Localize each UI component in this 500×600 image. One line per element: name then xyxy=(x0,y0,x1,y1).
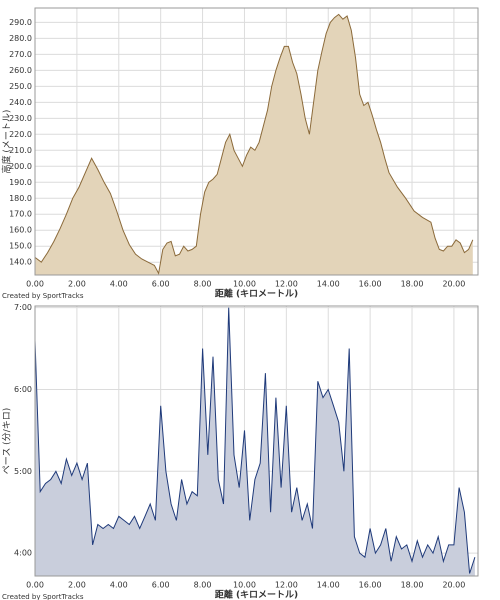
y-tick-label: 160.0 xyxy=(9,226,32,235)
y-tick-label: 140.0 xyxy=(9,258,32,267)
credit: Created by SportTracks xyxy=(2,292,84,300)
x-tick-label: 10.00 xyxy=(233,581,256,590)
x-tick-label: 14.00 xyxy=(317,280,340,289)
y-tick-label: 6:00 xyxy=(14,385,32,394)
y-axis-label: 高度 (メートル) xyxy=(1,110,13,174)
x-tick-label: 4.00 xyxy=(110,581,128,590)
y-tick-label: 270.0 xyxy=(9,50,32,59)
x-tick-label: 6.00 xyxy=(152,280,170,289)
y-tick-label: 230.0 xyxy=(9,114,32,123)
y-tick-label: 150.0 xyxy=(9,242,32,251)
y-tick-label: 280.0 xyxy=(9,34,32,43)
x-tick-label: 16.00 xyxy=(359,581,382,590)
y-tick-label: 290.0 xyxy=(9,18,32,27)
y-tick-label: 210.0 xyxy=(9,146,32,155)
y-tick-label: 180.0 xyxy=(9,194,32,203)
y-tick-label: 170.0 xyxy=(9,210,32,219)
y-tick-label: 7:00 xyxy=(14,303,32,312)
x-tick-label: 20.00 xyxy=(442,581,465,590)
x-tick-label: 18.00 xyxy=(401,581,424,590)
area-line xyxy=(34,13,474,275)
area-fill xyxy=(35,307,475,576)
x-tick-label: 2.00 xyxy=(68,581,86,590)
x-tick-label: 0.00 xyxy=(26,581,44,590)
y-tick-label: 240.0 xyxy=(9,98,32,107)
y-tick-label: 190.0 xyxy=(9,178,32,187)
y-tick-label: 250.0 xyxy=(9,82,32,91)
x-tick-label: 6.00 xyxy=(152,581,170,590)
x-tick-label: 16.00 xyxy=(359,280,382,289)
x-axis-label: 距離 (キロメートル) xyxy=(215,589,298,600)
x-axis-label: 距離 (キロメートル) xyxy=(215,288,298,300)
x-tick-label: 8.00 xyxy=(194,280,212,289)
plot-border xyxy=(34,7,479,276)
x-tick-label: 4.00 xyxy=(110,280,128,289)
y-axis-label: ペース (分/キロ) xyxy=(2,408,13,474)
y-tick-label: 220.0 xyxy=(9,130,32,139)
x-tick-label: 2.00 xyxy=(68,280,86,289)
x-tick-label: 12.00 xyxy=(275,581,298,590)
x-tick-label: 18.00 xyxy=(401,280,424,289)
x-tick-label: 12.00 xyxy=(275,280,298,289)
x-tick-label: 8.00 xyxy=(194,581,212,590)
x-tick-label: 14.00 xyxy=(317,581,340,590)
area-fill xyxy=(35,14,473,276)
area-line xyxy=(34,307,476,574)
y-tick-label: 260.0 xyxy=(9,66,32,75)
plot-border xyxy=(34,305,479,577)
x-tick-label: 10.00 xyxy=(233,280,256,289)
credit: Created by SportTracks xyxy=(2,593,84,600)
y-tick-label: 4:00 xyxy=(14,549,32,558)
x-tick-label: 0.00 xyxy=(26,280,44,289)
y-tick-label: 200.0 xyxy=(9,162,32,171)
y-tick-label: 5:00 xyxy=(14,467,32,476)
x-tick-label: 20.00 xyxy=(442,280,465,289)
